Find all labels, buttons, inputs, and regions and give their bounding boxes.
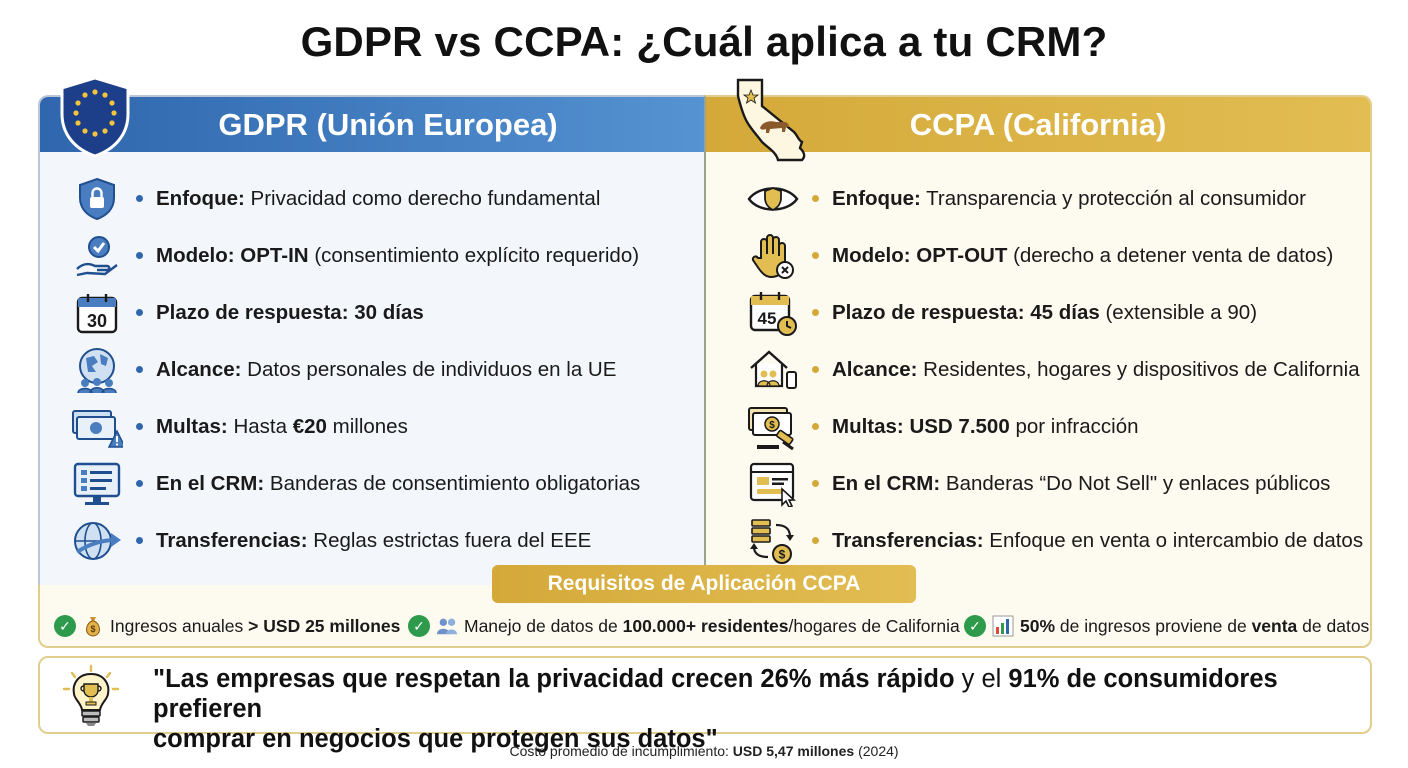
- gdpr-panel: GDPR (Unión Europea) Enfoque: Privacidad…: [38, 95, 706, 587]
- svg-text:30: 30: [87, 311, 107, 331]
- svg-text:$: $: [769, 420, 775, 431]
- globe-people-icon: [70, 346, 124, 394]
- gdpr-row-transferencias: Transferencias: Reglas estrictas fuera d…: [40, 512, 706, 569]
- gdpr-row-modelo: Modelo: OPT-IN (consentimiento explícito…: [40, 227, 706, 284]
- page-title: GDPR vs CCPA: ¿Cuál aplica a tu CRM?: [300, 18, 1108, 65]
- ccpa-header: CCPA (California): [706, 97, 1370, 152]
- eye-shield-icon: [746, 175, 800, 223]
- ccpa-row-enfoque: Enfoque: Transparencia y protección al c…: [706, 170, 1370, 227]
- footer-note: Costo promedio de incumplimiento: USD 5,…: [509, 743, 899, 759]
- ccpa-row-multas: $ Multas: USD 7.500 por infracción: [706, 398, 1370, 455]
- ccpa-row-plazo: 45 Plazo de respuesta: 45 días (extensib…: [706, 284, 1370, 341]
- svg-text:$: $: [90, 624, 95, 634]
- gdpr-row-crm: En el CRM: Banderas de consentimiento ob…: [40, 455, 706, 512]
- trophy-bulb-icon: [60, 664, 122, 728]
- monitor-checklist-icon: [70, 460, 124, 508]
- eu-shield-icon: [58, 76, 132, 158]
- globe-arrow-icon: [70, 517, 124, 565]
- ccpa-row-alcance: Alcance: Residentes, hogares y dispositi…: [706, 341, 1370, 398]
- check-icon: ✓: [408, 615, 430, 637]
- gdpr-row-plazo: 30 Plazo de respuesta: 30 días: [40, 284, 706, 341]
- calendar-clock-icon: 45: [746, 289, 800, 337]
- check-icon: ✓: [964, 615, 986, 637]
- svg-text:45: 45: [758, 309, 777, 328]
- ccpa-row-crm: En el CRM: Banderas “Do Not Sell" y enla…: [706, 455, 1370, 512]
- lock-shield-icon: [70, 175, 124, 223]
- gdpr-row-enfoque: Enfoque: Privacidad como derecho fundame…: [40, 170, 706, 227]
- requirement-revenue: ✓ $ Ingresos anuales > USD 25 millones: [54, 612, 400, 640]
- ccpa-panel: CCPA (California) Enfoque: Transparencia…: [704, 95, 1372, 587]
- ccpa-row-modelo: Modelo: OPT-OUT (derecho a detener venta…: [706, 227, 1370, 284]
- ccpa-row-transferencias: $ Transferencias: Enfoque en venta o int…: [706, 512, 1370, 569]
- hand-check-icon: [70, 232, 124, 280]
- browser-cursor-icon: [746, 460, 800, 508]
- california-map-icon: [732, 76, 818, 164]
- money-gavel-icon: $: [746, 403, 800, 451]
- quote-text: "Las empresas que respetan la privacidad…: [153, 665, 1278, 753]
- check-icon: ✓: [54, 615, 76, 637]
- bar-chart-icon: [992, 615, 1014, 637]
- data-exchange-icon: $: [746, 517, 800, 565]
- gdpr-row-multas: Multas: Hasta €20 millones: [40, 398, 706, 455]
- house-people-icon: [746, 346, 800, 394]
- people-icon: [436, 615, 458, 637]
- money-bag-icon: $: [82, 615, 104, 637]
- requirement-residents: ✓ Manejo de datos de 100.000+ residentes…: [408, 612, 960, 640]
- calendar-icon: 30: [70, 289, 124, 337]
- quote-box: [38, 656, 1372, 734]
- money-warning-icon: [70, 403, 124, 451]
- svg-text:$: $: [779, 547, 786, 561]
- requirements-title: Requisitos de Aplicación CCPA: [492, 565, 916, 603]
- requirement-data-sales: ✓ 50% de ingresos proviene de venta de d…: [964, 612, 1369, 640]
- gdpr-row-alcance: Alcance: Datos personales de individuos …: [40, 341, 706, 398]
- stop-hand-icon: [746, 232, 800, 280]
- gdpr-header: GDPR (Unión Europea): [40, 97, 706, 152]
